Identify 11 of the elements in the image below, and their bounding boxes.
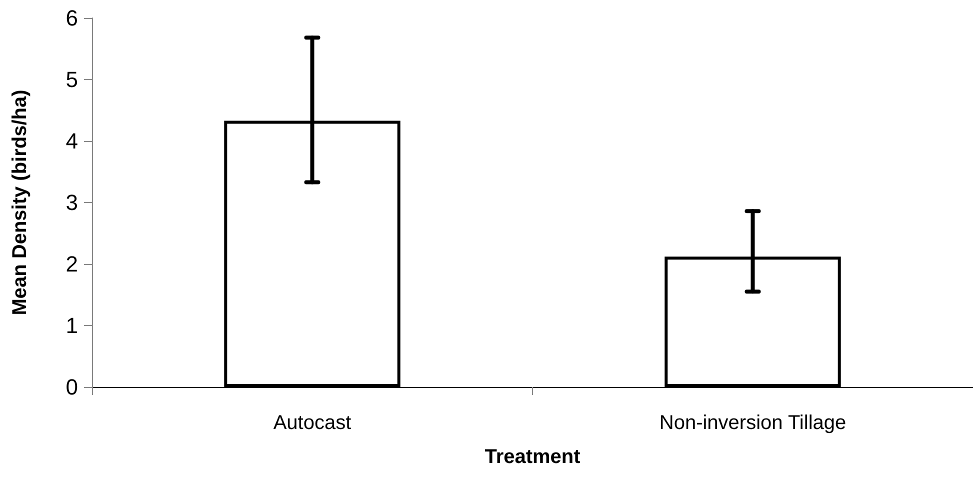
y-axis-title: Mean Density (birds/ha) (9, 90, 31, 316)
y-tick-label: 6 (66, 6, 78, 30)
x-tick-label: Autocast (273, 412, 352, 434)
y-tick-label: 0 (66, 374, 78, 400)
y-tick-label: 5 (66, 67, 78, 92)
y-tick-label: 4 (66, 128, 78, 154)
x-tick-label: Non-inversion Tillage (659, 412, 846, 434)
y-tick-label: 1 (66, 313, 78, 338)
y-tick-label: 2 (66, 252, 78, 276)
y-tick-label: 3 (66, 190, 78, 215)
x-axis-title: Treatment (484, 446, 581, 468)
